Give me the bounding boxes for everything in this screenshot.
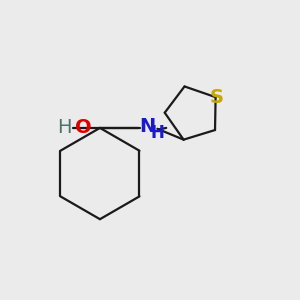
Text: O: O [75,118,92,137]
Text: S: S [210,88,224,107]
Text: N: N [140,117,156,136]
Text: –: – [74,118,84,138]
Text: H: H [58,118,72,137]
Text: H: H [150,124,164,142]
